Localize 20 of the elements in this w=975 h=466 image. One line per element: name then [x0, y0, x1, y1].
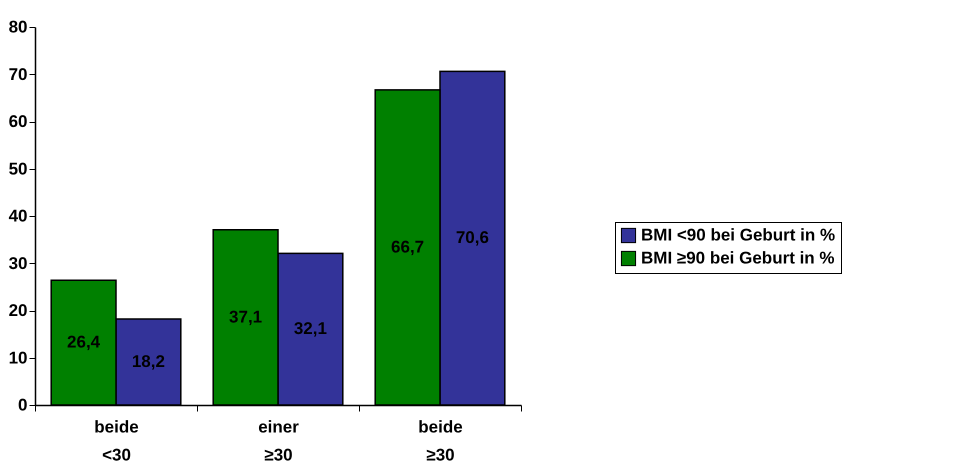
- y-tick-label: 50: [8, 159, 28, 178]
- y-tick-label: 20: [8, 301, 28, 320]
- y-tick-label: 0: [18, 396, 28, 414]
- y-tick-label: 60: [8, 112, 28, 131]
- y-tick-label: 10: [8, 348, 28, 368]
- y-tick-label: 30: [8, 254, 28, 273]
- x-tick-label: einer ≥30: [258, 418, 300, 464]
- legend-label: BMI ≥90 bei Geburt in %: [641, 248, 835, 268]
- data-label: 32,1: [294, 319, 327, 338]
- x-tick-label: beide ≥30: [418, 418, 463, 464]
- x-tick-label: beide <30: [94, 418, 139, 464]
- data-label: 66,7: [391, 237, 424, 256]
- y-tick-label: 40: [8, 206, 28, 226]
- data-label: 26,4: [67, 332, 101, 352]
- data-label: 70,6: [456, 228, 489, 248]
- y-tick-label: 70: [8, 64, 28, 84]
- data-label: 18,2: [132, 352, 165, 372]
- data-label: 37,1: [229, 307, 262, 326]
- legend-label: BMI <90 bei Geburt in %: [641, 226, 836, 244]
- y-tick-label: 80: [8, 18, 28, 36]
